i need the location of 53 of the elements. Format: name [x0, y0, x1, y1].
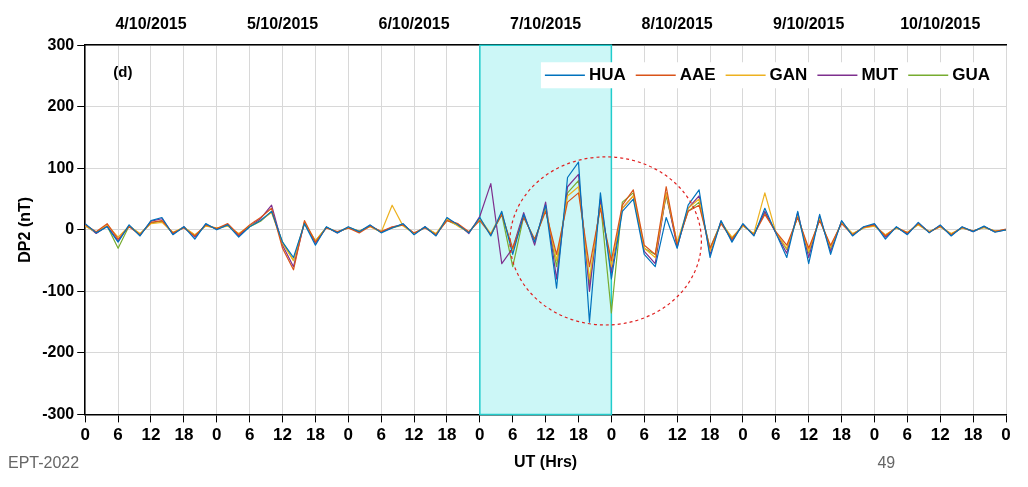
x-tick-label: 0	[212, 425, 222, 445]
y-tick-label: -300	[42, 404, 75, 422]
y-tick-label: 300	[47, 35, 75, 53]
y-tick-label: -200	[42, 343, 75, 361]
x-tick-label: 6	[113, 425, 123, 445]
x-tick-label: 12	[141, 425, 161, 445]
legend-label: GAN	[769, 64, 808, 84]
x-tick-label: 0	[80, 425, 90, 445]
x-tick-label: 18	[700, 425, 720, 445]
text: EPT-2022	[8, 454, 80, 472]
y-tick-label: 200	[47, 97, 75, 115]
annotation: (d)	[113, 62, 133, 80]
x-tick-label: 6	[771, 425, 781, 445]
x-tick-label: 0	[738, 425, 748, 445]
x-tick-label: 18	[174, 425, 194, 445]
x-tick-label: 0	[475, 425, 485, 445]
x-tick-label: 0	[606, 425, 617, 445]
x-tick-label: 12	[667, 425, 687, 445]
x-tick-label: 6	[507, 425, 518, 445]
x-tick-label: 6	[244, 425, 255, 445]
x-tick-label: 18	[963, 425, 983, 445]
x-tick-label: 6	[639, 425, 649, 445]
x-tick-label: 18	[305, 425, 325, 445]
legend-label: MUT	[861, 64, 899, 84]
x2-tick-label: 10/10/2015	[900, 15, 981, 33]
x-tick-label: 6	[376, 425, 386, 445]
y-tick-label: -100	[42, 281, 75, 299]
x-tick-label: 12	[930, 425, 950, 445]
x-tick-label: 12	[273, 425, 292, 445]
y-tick-label: 0	[65, 220, 75, 238]
x-tick-label: 6	[902, 425, 913, 445]
y-tick-label: 100	[47, 158, 75, 176]
x2-tick-label: 6/10/2015	[378, 15, 450, 33]
x-tick-label: 18	[569, 425, 588, 445]
x-tick-label: 0	[869, 425, 880, 445]
y-axis-title: DP2 (nT)	[16, 196, 34, 263]
legend-label: AAE	[679, 64, 716, 84]
x-tick-label: 0	[1001, 425, 1011, 445]
legend-label: GUA	[952, 64, 990, 84]
x-tick-label: 12	[536, 425, 556, 445]
x2-tick-label: 7/10/2015	[510, 15, 582, 33]
x2-tick-label: 8/10/2015	[641, 15, 713, 33]
x2-tick-label: 4/10/2015	[115, 15, 187, 33]
x-tick-label: 18	[832, 425, 852, 445]
x-tick-label: 0	[343, 425, 354, 445]
x-tick-label: 12	[404, 425, 424, 445]
text: 49	[877, 454, 896, 472]
x2-tick-label: 9/10/2015	[773, 15, 845, 33]
legend-label: HUA	[588, 64, 626, 84]
x-tick-label: 18	[437, 425, 457, 445]
x2-tick-label: 5/10/2015	[246, 15, 319, 33]
x-axis-title: UT (Hrs)	[514, 452, 578, 470]
x-tick-label: 12	[799, 425, 819, 445]
